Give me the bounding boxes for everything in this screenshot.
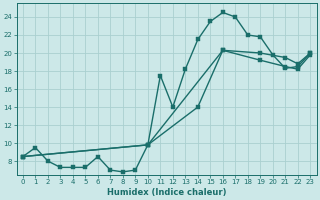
X-axis label: Humidex (Indice chaleur): Humidex (Indice chaleur) [107,188,226,197]
